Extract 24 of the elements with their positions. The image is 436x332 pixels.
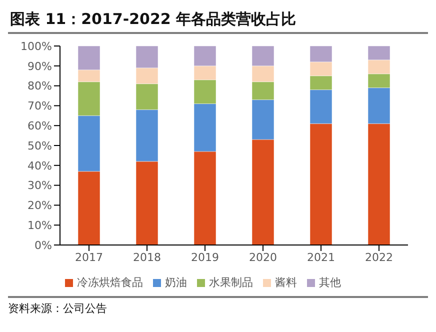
y-tick-label: 90%	[28, 60, 52, 73]
chart-title: 图表 11：2017-2022 年各品类营收占比	[8, 8, 428, 34]
legend-label: 酱料	[275, 276, 297, 289]
y-tick-label: 100%	[20, 40, 52, 53]
legend-label: 奶油	[165, 276, 187, 289]
y-tick-label: 10%	[28, 219, 52, 232]
x-tick-label: 2017	[75, 250, 103, 264]
x-tick-label: 2019	[191, 250, 219, 264]
x-tick-label: 2020	[249, 250, 277, 264]
y-tick-label: 60%	[28, 120, 52, 133]
legend-label: 水果制品	[209, 276, 253, 289]
y-tick-label: 70%	[28, 100, 52, 113]
x-tick-label: 2022	[365, 250, 393, 264]
text: 资料来源：公司公告	[8, 301, 108, 316]
y-tick-label: 40%	[28, 159, 52, 172]
y-tick-label: 0%	[34, 238, 52, 252]
y-tick-label: 20%	[28, 199, 52, 212]
y-tick-label: 50%	[28, 139, 52, 152]
y-tick-label: 80%	[28, 80, 52, 93]
legend-label: 冷冻烘焙食品	[77, 276, 143, 289]
legend-label: 其他	[319, 276, 341, 289]
x-tick-label: 2021	[307, 250, 335, 264]
y-tick-label: 30%	[28, 179, 52, 192]
x-tick-label: 2018	[133, 250, 161, 264]
